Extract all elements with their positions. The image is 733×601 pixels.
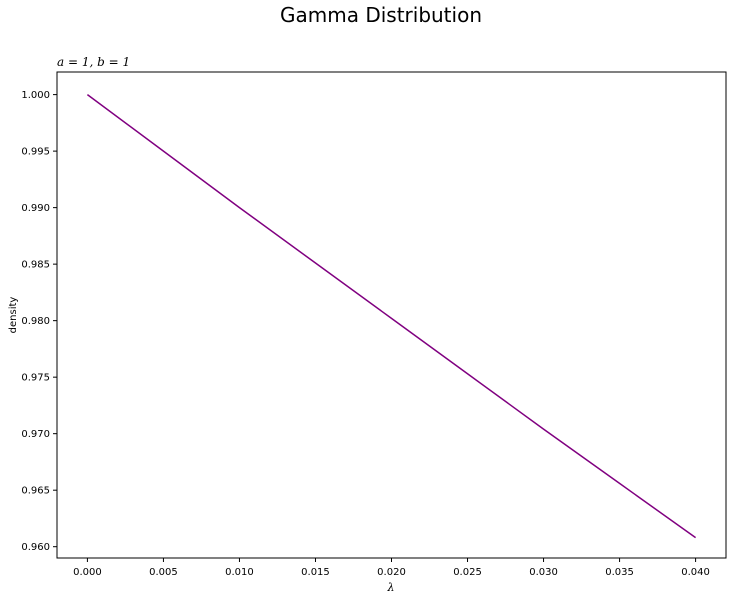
x-axis-ticks: 0.000 0.005 0.010 0.015 0.020 0.025 0.030 0.035…: [73, 558, 710, 578]
series-lines: [86, 93, 697, 539]
x-tick-label: 0.025: [453, 567, 482, 578]
x-tick-label: 0.005: [149, 567, 178, 578]
y-tick-label: 0.960: [21, 542, 50, 553]
y-tick-label: 0.985: [21, 260, 50, 271]
x-tick-label: 0.040: [681, 567, 710, 578]
x-tick-label: 0.000: [73, 567, 102, 578]
x-axis-label: λ: [387, 581, 395, 594]
y-tick-label: 0.995: [21, 147, 50, 158]
chart-suptitle: Gamma Distribution: [280, 3, 482, 27]
x-tick-label: 0.020: [377, 567, 406, 578]
y-tick-label: 0.975: [21, 373, 50, 384]
x-tick-label: 0.015: [301, 567, 330, 578]
y-axis-label: density: [8, 297, 19, 334]
density-line: [86, 93, 697, 539]
y-tick-label: 1.000: [21, 90, 50, 101]
x-tick-label: 0.035: [605, 567, 634, 578]
y-axis-ticks: 0.960 0.965 0.970 0.975 0.980 0.985 0.990 0.995…: [21, 90, 57, 553]
y-tick-label: 0.990: [21, 203, 50, 214]
axes-title: a = 1, b = 1: [57, 55, 130, 69]
x-tick-label: 0.010: [225, 567, 254, 578]
y-tick-label: 0.965: [21, 486, 50, 497]
x-tick-label: 0.030: [529, 567, 558, 578]
plot-area: [56, 71, 727, 559]
y-tick-label: 0.980: [21, 316, 50, 327]
y-tick-label: 0.970: [21, 429, 50, 440]
